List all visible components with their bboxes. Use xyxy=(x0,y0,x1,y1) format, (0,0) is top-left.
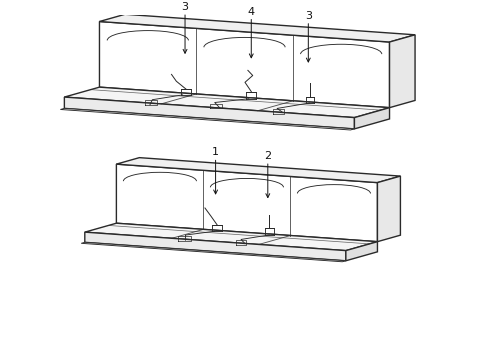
Polygon shape xyxy=(99,14,414,42)
Polygon shape xyxy=(64,87,389,118)
Polygon shape xyxy=(377,176,400,242)
Polygon shape xyxy=(345,242,377,261)
Text: 3: 3 xyxy=(304,11,311,21)
Text: 2: 2 xyxy=(264,151,271,161)
Polygon shape xyxy=(60,108,354,130)
Polygon shape xyxy=(84,223,377,251)
Text: 3: 3 xyxy=(181,2,188,12)
Polygon shape xyxy=(84,232,345,261)
Polygon shape xyxy=(64,97,354,129)
Text: 4: 4 xyxy=(247,7,254,17)
Polygon shape xyxy=(354,108,389,129)
Text: 1: 1 xyxy=(212,148,219,157)
Polygon shape xyxy=(389,35,414,108)
Polygon shape xyxy=(81,242,345,262)
Polygon shape xyxy=(116,158,400,183)
